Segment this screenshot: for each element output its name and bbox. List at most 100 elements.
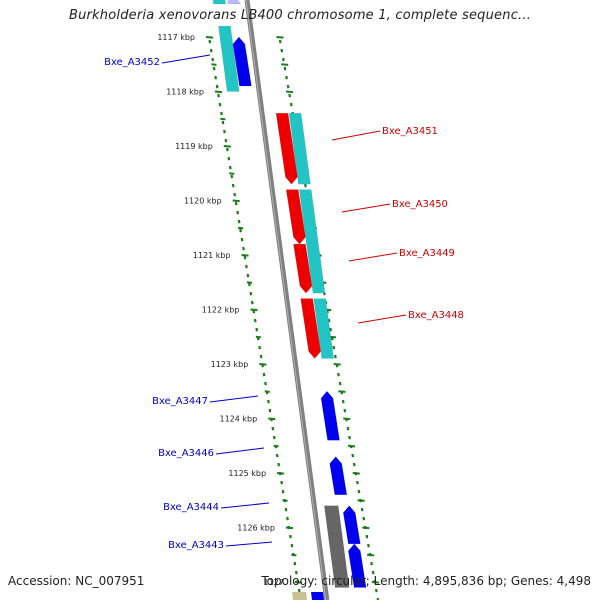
ruler-dot-left bbox=[221, 120, 225, 125]
cds-box bbox=[306, 243, 326, 294]
ruler-dot-right bbox=[360, 507, 364, 512]
ruler-dot-right bbox=[374, 588, 378, 593]
gene-label-leader bbox=[225, 541, 273, 547]
gene-label-leader bbox=[331, 130, 381, 141]
ruler-dot-left bbox=[212, 66, 216, 71]
ruler-dot-right bbox=[285, 75, 288, 80]
ruler-dot-left bbox=[262, 372, 266, 377]
ruler-dot-left bbox=[268, 408, 272, 413]
ruler-tick-left bbox=[282, 499, 288, 502]
ruler-dot-left bbox=[215, 84, 219, 89]
ruler-dot-left bbox=[272, 435, 276, 440]
gene-arrow-forward bbox=[232, 36, 252, 87]
ruler-dot-left bbox=[245, 264, 248, 269]
ruler-dot-left bbox=[289, 534, 292, 539]
ruler-dot-left bbox=[243, 255, 247, 260]
ruler-tick-left bbox=[241, 254, 249, 257]
ruler-dot-left bbox=[209, 48, 213, 53]
ruler-tick-right bbox=[357, 499, 365, 502]
ruler-dot-left bbox=[280, 480, 283, 485]
gene-arrow-reverse bbox=[275, 113, 298, 185]
ruler-dot-left bbox=[255, 327, 259, 332]
ruler-tick-left bbox=[232, 199, 240, 203]
ruler-dot-left bbox=[224, 138, 228, 143]
gene-arrow-forward bbox=[329, 456, 348, 496]
ruler-tick-left bbox=[259, 363, 267, 366]
ruler-label: 1118 kbp bbox=[166, 88, 204, 97]
cds-box bbox=[288, 113, 311, 185]
ruler-dot-left bbox=[267, 399, 270, 404]
partial-gene-bottom bbox=[311, 592, 324, 600]
ruler-dot-right bbox=[334, 354, 337, 359]
ruler-dot-right bbox=[341, 399, 345, 404]
ruler-tick-left bbox=[250, 308, 258, 312]
chromosome-backbone-highlight bbox=[245, 0, 327, 600]
gene-label: Bxe_A3447 bbox=[152, 396, 208, 407]
ruler-dot-right bbox=[352, 462, 356, 467]
ruler-tick-right bbox=[343, 417, 351, 421]
ruler-tick-left bbox=[268, 417, 276, 421]
ruler-label: 1121 kbp bbox=[193, 251, 231, 260]
ruler-tick-left bbox=[214, 90, 222, 94]
gene-arrow-forward bbox=[348, 543, 367, 588]
ruler-dot-left bbox=[249, 291, 253, 296]
ruler-tick-right bbox=[366, 553, 375, 557]
ruler-label: 1124 kbp bbox=[220, 415, 258, 424]
ruler-dot-right bbox=[338, 381, 342, 386]
ruler-dot-right bbox=[362, 516, 366, 521]
ruler-label: 1117 kbp bbox=[157, 33, 195, 42]
ruler-tick-left bbox=[285, 526, 294, 530]
gene-label: Bxe_A3446 bbox=[158, 448, 214, 459]
gene-label: Bxe_A3450 bbox=[392, 199, 448, 210]
ruler-dot-left bbox=[214, 75, 217, 80]
ruler-tick-left bbox=[273, 444, 279, 448]
ruler-dot-right bbox=[304, 183, 307, 188]
gene-arrow-reverse bbox=[293, 243, 313, 294]
gene-label: Bxe_A3448 bbox=[408, 310, 464, 321]
ruler-tick-left bbox=[255, 335, 262, 339]
ruler-dot-left bbox=[294, 570, 298, 575]
ruler-tick-right bbox=[276, 36, 284, 39]
ruler-label: 1125 kbp bbox=[228, 469, 266, 478]
gene-label: Bxe_A3451 bbox=[382, 126, 438, 137]
ruler-dot-left bbox=[242, 246, 245, 251]
pseudogene-bar bbox=[323, 505, 344, 545]
ruler-dot-right bbox=[332, 345, 336, 350]
ruler-dot-right bbox=[351, 453, 355, 458]
ruler-dot-left bbox=[248, 282, 251, 287]
ruler-tick-left bbox=[294, 581, 302, 584]
ruler-tick-left bbox=[223, 145, 231, 148]
ruler-dot-left bbox=[264, 381, 267, 386]
ruler-tick-right bbox=[352, 472, 360, 475]
ruler-dot-left bbox=[233, 192, 237, 197]
ruler-tick-left bbox=[246, 281, 253, 284]
ruler-tick-right bbox=[347, 444, 356, 448]
ruler-dot-left bbox=[290, 543, 294, 548]
map-title: Burkholderia xenovorans LB400 chromosome… bbox=[68, 8, 532, 23]
ruler-label: 1123 kbp bbox=[211, 360, 249, 369]
genome-summary: Topology: circular; Length: 4,895,836 bp… bbox=[261, 574, 591, 588]
ruler-dot-left bbox=[275, 453, 279, 458]
gene-label-leader bbox=[357, 314, 407, 324]
ruler-dot-right bbox=[357, 489, 361, 494]
ruler-dot-left bbox=[297, 588, 301, 593]
ruler-tick-right bbox=[338, 390, 346, 393]
accession-label: Accession: NC_007951 bbox=[8, 574, 145, 588]
partial-feature-bottom bbox=[292, 592, 307, 600]
chromosome-backbone bbox=[244, 0, 330, 600]
ruler-dot-right bbox=[346, 426, 350, 431]
ruler-label: 1122 kbp bbox=[202, 306, 240, 315]
ruler-dot-left bbox=[239, 228, 242, 233]
ruler-dot-right bbox=[283, 66, 287, 71]
ruler-dot-left bbox=[277, 462, 281, 467]
ruler-dot-left bbox=[228, 165, 232, 170]
ruler-dot-left bbox=[220, 111, 223, 116]
ruler-tick-left bbox=[277, 472, 285, 475]
ruler-tick-right bbox=[371, 581, 379, 584]
ruler-dot-left bbox=[284, 507, 288, 512]
ruler-dot-right bbox=[278, 39, 282, 44]
gene-arrow-reverse bbox=[300, 298, 321, 359]
ruler-tick-right bbox=[362, 526, 370, 530]
ruler-dot-right bbox=[282, 57, 285, 62]
